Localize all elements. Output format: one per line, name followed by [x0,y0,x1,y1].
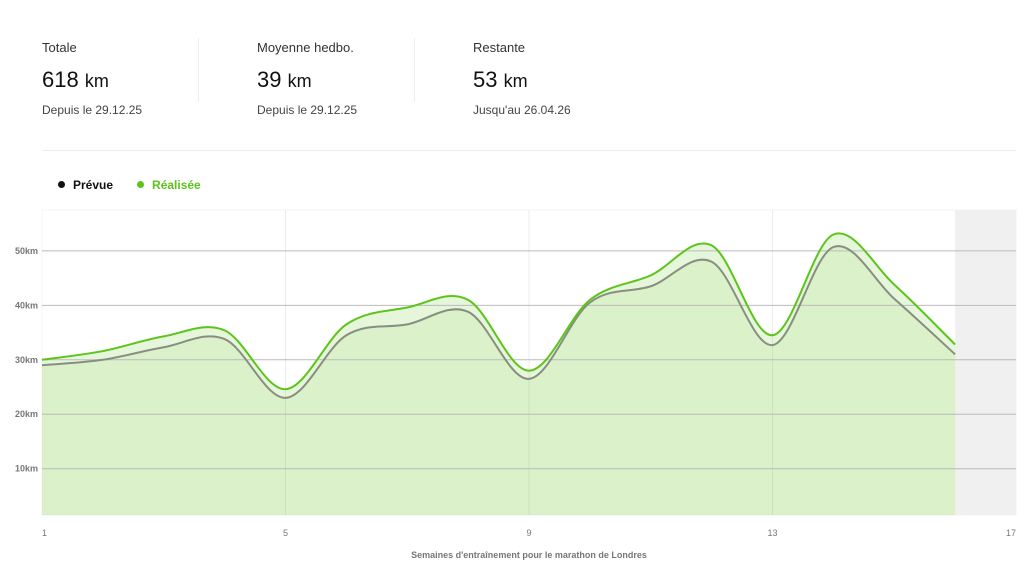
divider [414,38,415,102]
y-tick-label: 30km [15,355,38,365]
planned-line [41,245,956,399]
legend-item-planned[interactable]: Prévue [58,178,113,192]
y-tick-label: 10km [15,464,38,474]
stat-label: Totale [42,40,77,55]
stat-label: Moyenne hedbo. [257,40,354,55]
dot-icon [137,181,145,188]
stat-value: 53 [473,67,498,92]
stat-value: 39 [257,67,282,92]
stat-remaining: Restante 53 km Jusqu'au 26.04.26 [473,40,673,117]
done-line [41,232,956,391]
stat-unit: km [287,71,312,91]
stat-unit: km [84,71,109,91]
dot-icon [58,181,65,188]
x-tick-label: 17 [1006,528,1016,538]
x-axis-label: Semaines d'entraînement pour le marathon… [411,550,647,560]
planned-area [42,246,956,515]
x-tick-label: 1 [42,528,47,538]
stat-sub: Depuis le 29.12.25 [42,103,143,117]
legend-item-done[interactable]: Réalisée [137,178,201,192]
stat-label: Restante [473,40,526,55]
stat-sub: Jusqu'au 26.04.26 [473,103,571,117]
future-region [955,210,1016,515]
x-tick-label: 13 [767,528,777,538]
stat-unit: km [503,71,528,91]
y-tick-label: 50km [15,246,38,256]
chart-legend: Prévue Réalisée [58,178,201,192]
y-tick-label: 20km [15,409,38,419]
stat-value: 618 [42,67,79,92]
divider [198,38,199,102]
stat-total: Totale 618 km Depuis le 29.12.25 [42,40,242,117]
stat-weekly-average: Moyenne hedbo. 39 km Depuis le 29.12.25 [257,40,457,117]
divider [42,150,1016,151]
done-area [42,233,956,516]
x-tick-label: 5 [283,528,288,538]
x-tick-label: 9 [526,528,531,538]
y-tick-label: 40km [15,300,38,310]
stat-sub: Depuis le 29.12.25 [257,103,358,117]
